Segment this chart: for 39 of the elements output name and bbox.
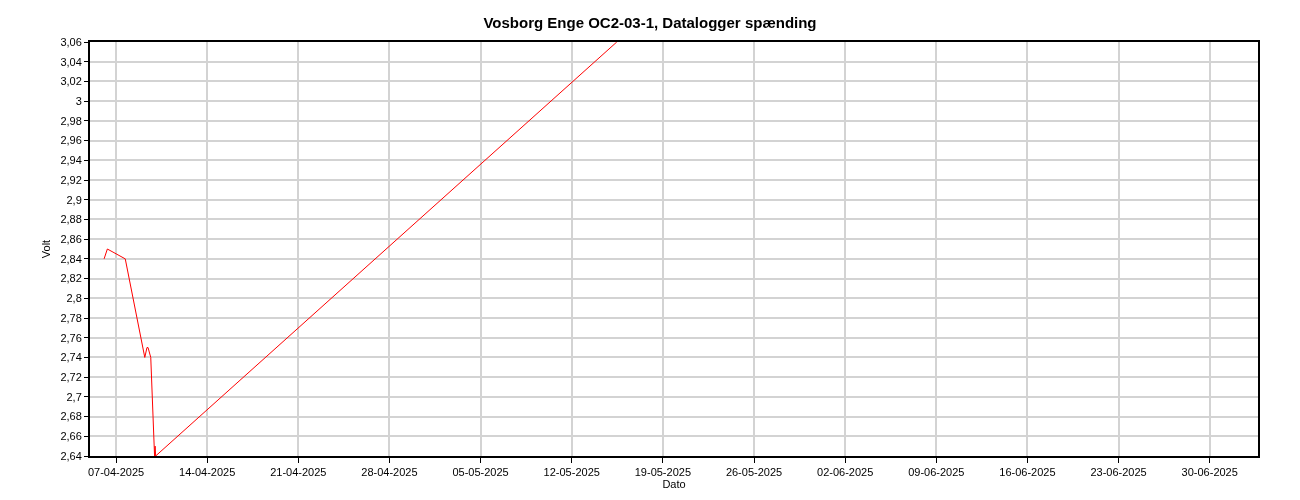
x-tick-label: 28-04-2025: [361, 466, 418, 479]
y-tick-label: 2,98: [60, 114, 82, 127]
y-tick-label: 2,86: [60, 232, 82, 245]
line-series: [103, 42, 618, 456]
y-tick-label: 2,7: [66, 390, 82, 403]
y-tick-label: 3,02: [60, 75, 82, 88]
x-tick-label: 19-05-2025: [634, 466, 692, 479]
y-tick-label: 2,66: [60, 430, 82, 443]
y-tick-label: 2,8: [66, 292, 82, 305]
x-tick-label: 02-06-2025: [817, 466, 874, 479]
x-tick-label: 16-06-2025: [999, 466, 1056, 479]
y-tick-label: 2,64: [60, 449, 82, 462]
x-axis-title: Dato: [662, 478, 686, 491]
y-axis-title: Volt: [39, 239, 52, 259]
y-tick-label: 2,76: [60, 331, 82, 344]
y-tick-label: 2,78: [60, 311, 82, 324]
x-tick-label: 12-05-2025: [543, 466, 600, 479]
x-tick-label: 30-06-2025: [1181, 466, 1238, 479]
y-tick-label: 3: [75, 94, 82, 107]
y-tick-label: 2,68: [60, 410, 82, 423]
y-tick-label: 3,04: [60, 55, 82, 68]
x-tick-label: 23-06-2025: [1090, 466, 1147, 479]
y-tick-label: 3,06: [60, 35, 82, 48]
y-tick-label: 2,88: [60, 213, 82, 226]
x-tick-label: 07-04-2025: [87, 466, 145, 479]
x-tick-label: 21-04-2025: [270, 466, 327, 479]
y-tick-label: 2,94: [60, 154, 82, 167]
x-tick-label: 05-05-2025: [452, 466, 509, 479]
y-tick-label: 2,9: [66, 193, 82, 206]
y-tick-label: 2,92: [60, 173, 82, 186]
x-tick-label: 09-06-2025: [908, 466, 965, 479]
y-tick-label: 2,72: [60, 370, 82, 383]
y-tick-label: 2,82: [60, 272, 82, 285]
y-tick-label: 2,84: [60, 252, 82, 265]
chart-title: Vosborg Enge OC2-03-1, Datalogger spænding: [483, 14, 817, 31]
x-tick-label: 26-05-2025: [725, 466, 783, 479]
y-tick-label: 2,96: [60, 134, 82, 147]
y-tick-label: 2,74: [60, 351, 82, 364]
x-tick-label: 14-04-2025: [179, 466, 236, 479]
